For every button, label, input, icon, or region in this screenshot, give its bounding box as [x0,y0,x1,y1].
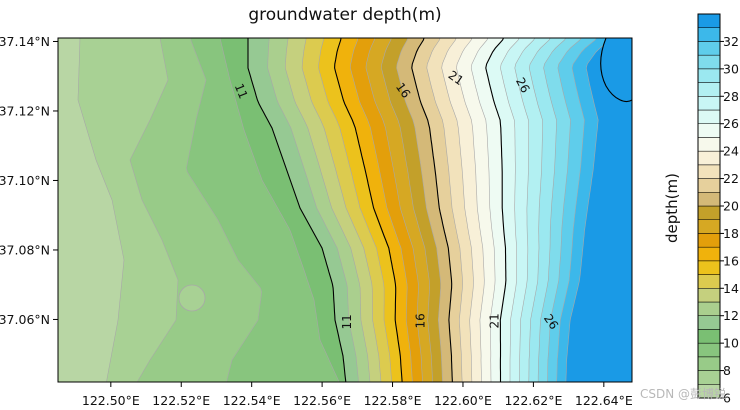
contour-label: 11 [340,314,354,329]
colorbar-segment [697,315,721,330]
chart-title: groundwater depth(m) [248,5,441,25]
colorbar-tick-label: 8 [723,363,731,378]
y-tick-label: 37.12°N [0,103,50,118]
colorbar-segment [697,246,721,262]
watermark: CSDN @彭博锐 [640,386,726,401]
plot-frame [57,37,633,383]
colorbar-tick-label: 6 [723,391,731,406]
y-axis: 37.06°N 37.08°N 37.10°N 37.12°N 37.14°N [0,34,58,327]
contour-label: 26 [513,75,533,95]
contour-line-11 [247,38,347,382]
y-tick-label: 37.06°N [0,312,50,327]
colorbar-label: depth(m) [663,173,681,243]
colorbar-tick-label: 22 [723,171,739,186]
colorbar-segment [697,288,721,303]
colorbar-tick-label: 16 [723,253,739,268]
colorbar-segment [697,68,721,83]
colorbar-tick-label: 20 [723,199,739,214]
colorbar-segment [697,27,721,42]
contour-line-21 [411,38,453,382]
colorbar-segment [697,370,721,385]
colorbar-tick-label: 12 [723,308,739,323]
colorbar-segment [697,260,721,275]
colorbar-segment [697,96,721,111]
colorbar-segment [697,82,721,97]
colorbar-segment [697,150,721,166]
colorbar-segment [697,109,721,124]
colorbar-tick-label: 30 [723,61,739,76]
colorbar-segment [697,164,721,179]
colorbar: 6 8 10 12 14 16 18 20 22 24 26 28 30 32 [697,13,739,406]
colorbar-segment [697,13,721,28]
colorbar-tick-label: 18 [723,226,739,241]
contour-line-16 [334,38,403,382]
contour-band-33 [565,38,632,382]
colorbar-segment [697,301,721,316]
contour-label: 21 [488,313,502,328]
colorbar-tick-label: 26 [723,116,739,131]
colorbar-segment [697,233,721,248]
x-tick-label: 122.58°E [364,393,422,408]
x-axis: 122.50°E 122.52°E 122.54°E 122.56°E 122.58°E… [82,382,633,408]
contour-line-26 [485,38,507,382]
colorbar-segment [697,205,721,220]
y-tick-label: 37.08°N [0,242,50,257]
x-tick-label: 122.56°E [293,393,351,408]
colorbar-segment [697,274,721,289]
colorbar-segment [697,54,721,70]
colorbar-segment [697,178,721,193]
x-tick-label: 122.60°E [434,393,492,408]
contour-label: 11 [232,81,251,100]
colorbar-segment [697,219,721,234]
colorbar-segment [697,137,721,152]
y-tick-label: 37.14°N [0,34,50,49]
contour-pocket-32 [600,38,632,103]
colorbar-tick-label: 28 [723,89,739,104]
colorbar-tick-label: 32 [723,34,739,49]
colorbar-segment [697,356,721,371]
colorbar-segment [697,342,721,358]
contour-ring [178,284,206,312]
colorbar-segment [697,41,721,56]
colorbar-tick-label: 10 [723,336,739,351]
x-tick-label: 122.52°E [152,393,210,408]
colorbar-segment [697,329,721,344]
colorbar-segment [697,123,721,138]
x-tick-label: 122.62°E [504,393,562,408]
x-tick-label: 122.64°E [575,393,633,408]
colorbar-segment [697,192,721,207]
x-tick-label: 122.50°E [82,393,140,408]
x-tick-label: 122.54°E [223,393,281,408]
colorbar-tick-label: 24 [723,144,739,159]
colorbar-tick-label: 14 [723,281,739,296]
y-tick-label: 37.10°N [0,173,50,188]
contour-label: 16 [414,313,428,328]
